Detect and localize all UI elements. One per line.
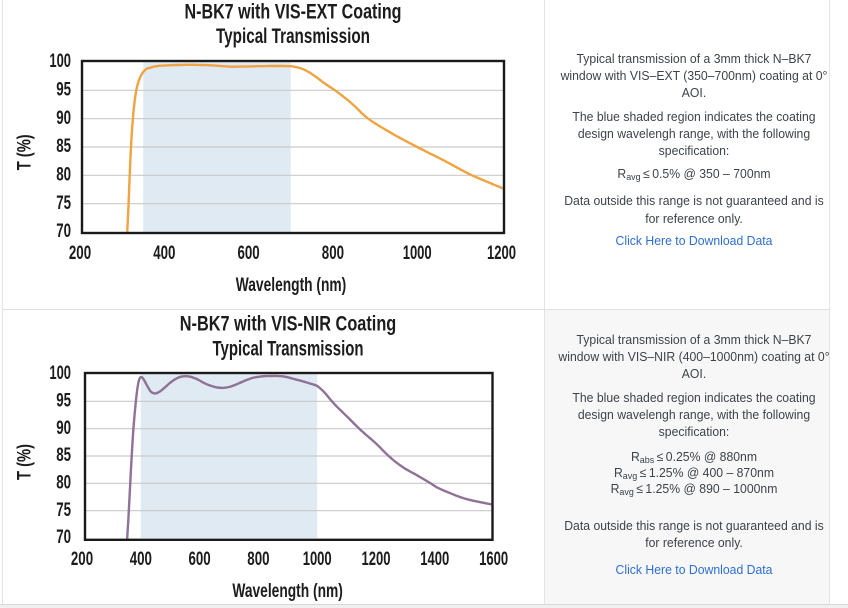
svg-text:600: 600 [238, 243, 260, 264]
svg-text:200: 200 [71, 549, 93, 570]
svg-text:70: 70 [56, 527, 71, 548]
svg-text:95: 95 [56, 79, 71, 100]
svg-text:85: 85 [56, 136, 71, 157]
svg-text:95: 95 [56, 390, 71, 411]
svg-text:100: 100 [49, 51, 71, 72]
svg-text:75: 75 [56, 500, 71, 521]
svg-text:Typical Transmission: Typical Transmission [216, 25, 370, 48]
svg-text:90: 90 [56, 108, 71, 129]
svg-text:Wavelength (nm): Wavelength (nm) [236, 275, 347, 296]
svg-text:70: 70 [56, 221, 71, 242]
svg-text:800: 800 [247, 549, 269, 570]
svg-text:1000: 1000 [303, 549, 332, 570]
svg-text:80: 80 [56, 472, 71, 493]
svg-text:Wavelength (nm): Wavelength (nm) [232, 581, 343, 602]
svg-text:400: 400 [130, 549, 152, 570]
svg-text:1000: 1000 [403, 243, 432, 264]
svg-text:85: 85 [56, 445, 71, 466]
svg-text:1600: 1600 [479, 549, 508, 570]
svg-text:600: 600 [189, 549, 211, 570]
svg-text:400: 400 [153, 243, 175, 264]
svg-text:1200: 1200 [487, 243, 516, 264]
svg-text:Typical Transmission: Typical Transmission [213, 337, 364, 360]
svg-text:T (%): T (%) [15, 134, 36, 170]
svg-text:200: 200 [69, 243, 91, 264]
svg-text:1400: 1400 [420, 549, 449, 570]
svg-text:80: 80 [56, 164, 71, 185]
svg-text:90: 90 [56, 418, 71, 439]
svg-text:N-BK7 with VIS-EXT Coating: N-BK7 with VIS-EXT Coating [185, 1, 402, 24]
svg-text:1200: 1200 [362, 549, 391, 570]
svg-text:T (%): T (%) [15, 444, 36, 480]
svg-text:800: 800 [322, 243, 344, 264]
svg-text:100: 100 [49, 363, 71, 384]
svg-text:75: 75 [56, 193, 71, 214]
svg-text:N-BK7 with VIS-NIR Coating: N-BK7 with VIS-NIR Coating [180, 313, 397, 336]
